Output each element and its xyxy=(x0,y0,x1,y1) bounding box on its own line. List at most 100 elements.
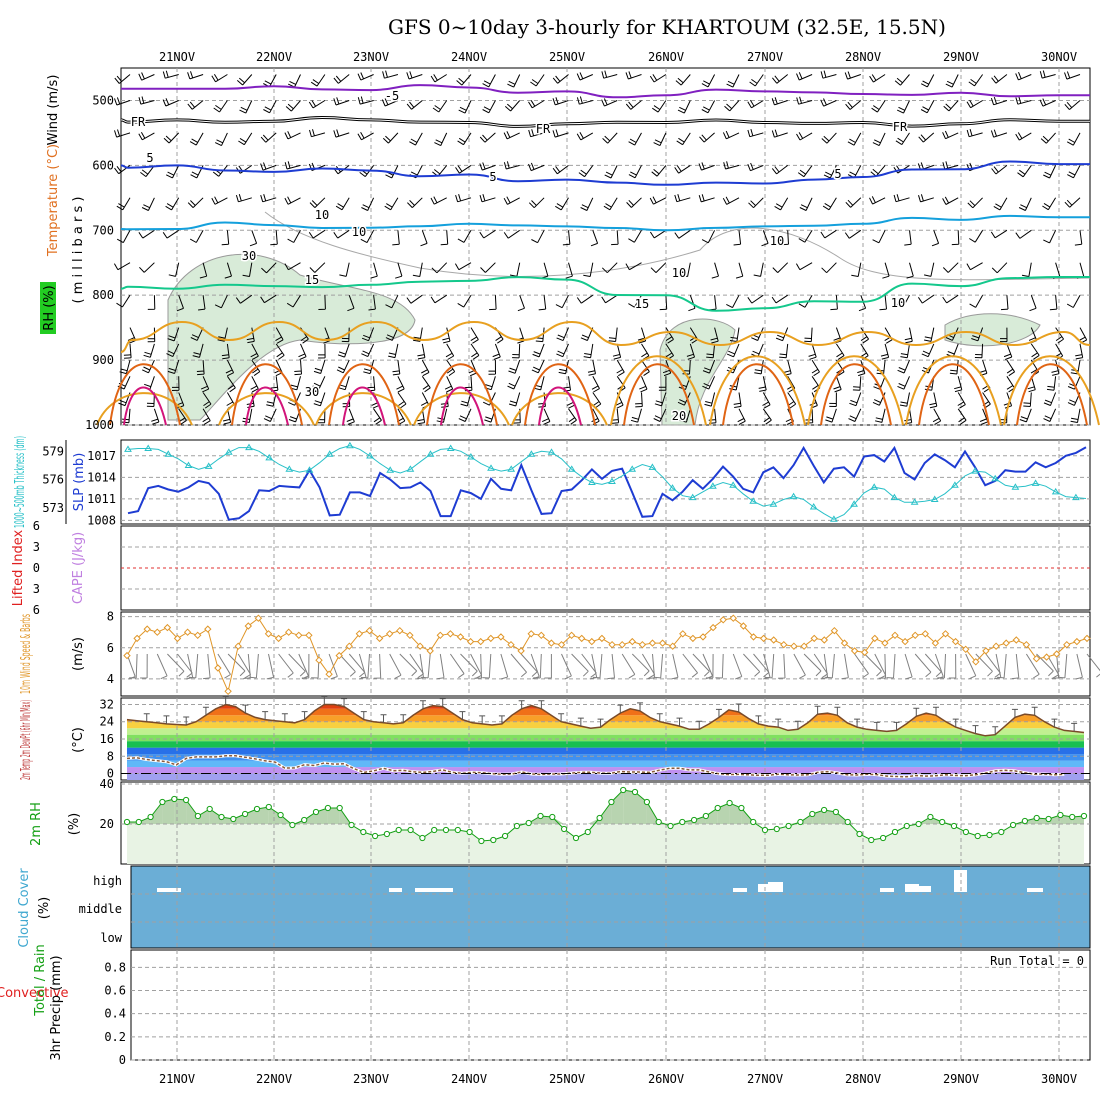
temp-minmax-bar xyxy=(242,704,249,714)
barb-upper xyxy=(628,230,642,243)
barb-10m xyxy=(1025,653,1040,679)
barb-10m xyxy=(449,653,465,679)
rh2m-marker xyxy=(608,798,615,806)
barb-upper xyxy=(896,294,910,308)
barb-upper xyxy=(1064,100,1081,110)
barb-upper xyxy=(906,262,914,279)
thickness-marker xyxy=(184,461,193,468)
barb-upper xyxy=(897,376,910,390)
wind-speed-marker xyxy=(780,640,788,649)
contour-label-rh: 10 xyxy=(315,208,329,222)
barb-10m xyxy=(621,653,636,679)
temp-band xyxy=(127,734,1084,742)
barb-upper xyxy=(882,262,890,279)
thickness-marker xyxy=(608,477,616,484)
barb-10m xyxy=(129,653,138,679)
thickness-marker xyxy=(1072,493,1080,501)
barb-upper xyxy=(171,376,180,391)
isotherm-15 xyxy=(120,276,1090,312)
rh2m-marker xyxy=(655,818,662,826)
barb-upper xyxy=(382,70,399,79)
dewpt2m-line xyxy=(126,755,1065,778)
barb-upper xyxy=(167,327,180,342)
barb-upper xyxy=(726,294,740,309)
thickness-marker xyxy=(265,453,274,461)
contour-label-rh: 30 xyxy=(242,249,256,263)
barb-upper xyxy=(457,294,472,308)
barb-10m xyxy=(1075,653,1083,680)
barb-10m xyxy=(544,654,552,679)
barb-upper xyxy=(1003,343,1013,360)
panel-upper-air-ylabels: Wind (m/s) Temperature (°C) RH (%) ( m i… xyxy=(40,75,86,334)
barb-upper xyxy=(608,327,618,342)
panel-upper-air-frame xyxy=(120,67,1091,426)
wind-speed-marker xyxy=(133,634,141,643)
contour-label-temp: 5 xyxy=(489,170,496,184)
date-top-5: 26NOV xyxy=(648,50,684,64)
thickness-marker xyxy=(850,500,858,507)
barb-10m xyxy=(203,653,211,680)
barb-10m xyxy=(399,653,418,677)
barb-upper xyxy=(688,295,696,312)
wind-speed-marker xyxy=(790,642,798,650)
barb-upper xyxy=(361,327,375,342)
barb-upper xyxy=(774,197,789,211)
barb-10m xyxy=(177,653,193,678)
rh2m-marker xyxy=(525,819,532,827)
barb-upper xyxy=(508,392,521,407)
wind-speed-marker xyxy=(173,634,182,643)
barb-upper xyxy=(141,197,155,211)
barb-upper xyxy=(260,194,277,203)
chart-title: GFS 0~10day 3-hourly for KHARTOUM (32.5E… xyxy=(388,15,946,39)
rh2m-marker xyxy=(903,822,910,830)
barb-upper xyxy=(123,343,132,359)
barb-upper xyxy=(649,74,667,83)
temp-tick-1: 8 xyxy=(107,749,114,763)
barb-10m xyxy=(520,653,538,677)
barb-10m xyxy=(641,653,656,679)
barb-upper xyxy=(991,262,1008,274)
wind-speed-marker xyxy=(840,639,849,647)
temp-minmax-bar xyxy=(577,717,584,727)
rh2m-marker xyxy=(962,828,970,836)
barb-10m xyxy=(460,653,478,677)
barb-upper xyxy=(1015,229,1032,239)
barb-upper xyxy=(260,132,277,143)
barb-upper xyxy=(1064,197,1081,208)
isotherm-25-lobe xyxy=(524,363,596,426)
rh2m-high-fill xyxy=(197,809,210,824)
thickness-marker xyxy=(668,484,677,491)
rh2m-marker xyxy=(395,826,402,834)
barb-upper xyxy=(187,71,204,80)
barb-upper xyxy=(871,100,886,113)
barb-upper xyxy=(710,327,719,344)
rh2m-marker xyxy=(691,816,698,824)
barb-10m xyxy=(732,653,743,680)
barb-upper xyxy=(455,194,472,203)
barb-upper xyxy=(611,230,619,246)
barb-upper xyxy=(347,295,355,312)
rh2m-marker xyxy=(513,822,521,830)
barb-upper xyxy=(310,74,326,87)
rh2m-marker xyxy=(147,813,154,821)
barb-upper xyxy=(804,327,813,343)
wind-speed-marker xyxy=(254,614,263,622)
barb-upper xyxy=(214,294,228,309)
ylabel-rh2m: 2m RH xyxy=(29,802,44,846)
rh2m-marker xyxy=(301,816,308,824)
rh2m-marker xyxy=(206,805,213,813)
rh-contour-10 xyxy=(264,211,1091,281)
thickness-marker xyxy=(305,466,314,473)
rh2m-high-fill xyxy=(150,802,163,824)
thickness-marker xyxy=(991,474,1000,482)
wind-speed-marker xyxy=(951,637,960,646)
temp-minmax-bar xyxy=(715,708,722,718)
rh2m-marker xyxy=(336,804,343,812)
barb-upper xyxy=(1070,408,1081,423)
ylabel-cape: CAPE (J/kg) xyxy=(71,532,86,604)
barb-upper xyxy=(431,262,448,274)
wind-speed-marker xyxy=(426,647,434,655)
barb-upper xyxy=(753,262,764,277)
wind-speed-marker xyxy=(679,630,687,638)
pressure-tick-0: 500 xyxy=(92,93,114,107)
